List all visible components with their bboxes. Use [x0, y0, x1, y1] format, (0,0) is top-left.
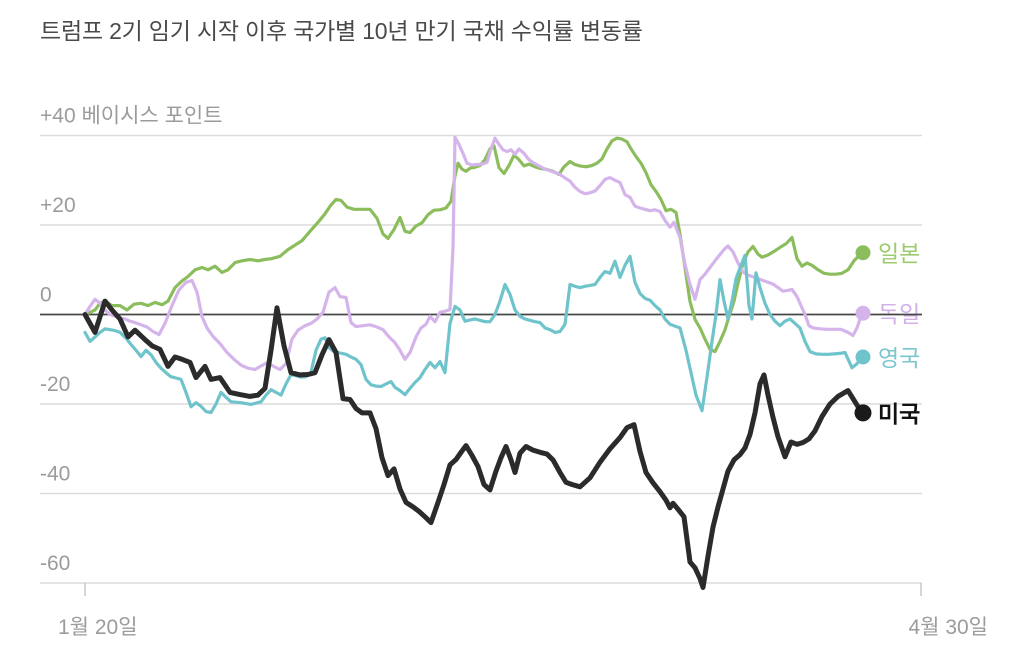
series-end-dot-일본 [855, 245, 871, 261]
series-line-독일 [83, 135, 864, 372]
series-lines [82, 135, 865, 590]
y-axis-label--60: -60 [40, 552, 70, 575]
gridlines [40, 134, 922, 596]
y-axis-label--20: -20 [40, 373, 70, 396]
y-axis-label-0: 0 [40, 284, 52, 307]
axis-labels: +40 베이시스 포인트 +20 0 -20 -40 -60 1월 20일 4월 30일 [40, 105, 988, 640]
x-axis-label-start: 1월 20일 [58, 616, 138, 639]
series-end-dot-미국 [854, 404, 872, 422]
y-axis-label-40: +40 베이시스 포인트 [40, 105, 223, 128]
series-end-dot-독일 [855, 305, 871, 321]
series-line-영국 [83, 253, 864, 415]
y-axis-label-20: +20 [40, 194, 76, 217]
y-axis-label--40: -40 [40, 463, 70, 486]
series-end-dots [854, 245, 872, 422]
x-axis-label-end: 4월 30일 [908, 616, 988, 639]
legend-label-일본: 일본 [878, 241, 920, 267]
legend-label-미국: 미국 [878, 401, 920, 427]
chart-title: 트럼프 2기 임기 시작 이후 국가별 10년 만기 국채 수익률 변동률 [40, 18, 643, 44]
legend-label-영국: 영국 [878, 345, 920, 371]
series-end-dot-영국 [855, 349, 871, 365]
series-line-일본 [83, 136, 864, 354]
series-line-미국 [82, 298, 865, 590]
